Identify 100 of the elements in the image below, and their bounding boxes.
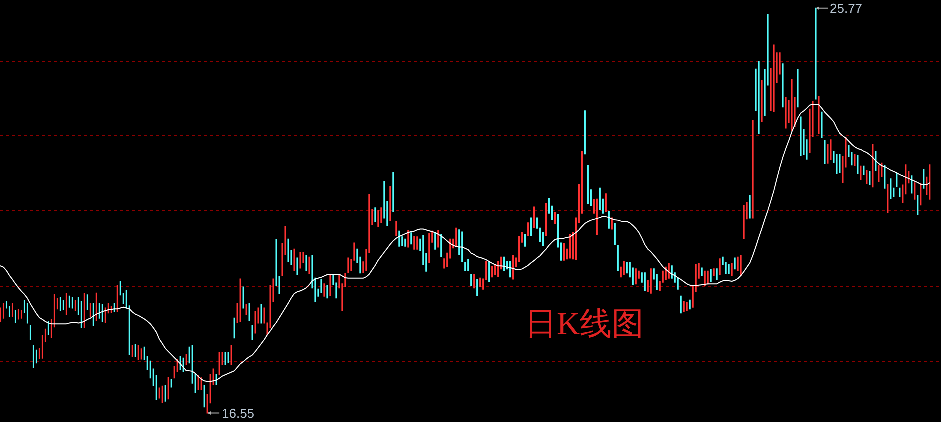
candlestick [204,385,206,408]
candlestick [761,80,763,122]
annotation: 16.55 [222,406,255,421]
candlestick [330,274,332,296]
candlestick [132,346,134,358]
candlestick [494,264,496,276]
candlestick [623,261,625,276]
candlestick [824,140,826,164]
candlestick [504,256,506,271]
candlestick [86,294,88,311]
candlestick [713,268,715,276]
candlestick [308,256,310,275]
candlestick [462,232,464,262]
candlestick [728,264,730,275]
candlestick [428,234,430,264]
candlestick [456,228,458,246]
candlestick [875,151,877,172]
candlestick [470,274,472,286]
candlestick [635,268,637,285]
candlestick [671,266,673,279]
candlestick [719,258,721,276]
candlestick [414,236,416,250]
candlestick [584,110,586,155]
candlestick [608,211,610,229]
candlestick [492,266,494,278]
candlestick [734,258,736,270]
candlestick [246,304,248,316]
candlestick [752,120,754,219]
candlestick [716,268,718,280]
candlestick [72,297,74,309]
candlestick [542,232,544,246]
candlestick [438,230,440,248]
candlestick [854,154,856,166]
candlestick [102,304,104,322]
candlestick [614,223,616,246]
candlestick [704,270,706,286]
candlestick [84,293,86,329]
candlestick [899,188,901,198]
candlestick [104,308,106,324]
candlestick [378,210,380,228]
candlestick [860,166,862,181]
candlestick [62,300,64,311]
candlestick [797,69,799,108]
candlestick [569,234,571,259]
candlestick [800,116,802,156]
candlestick [48,320,50,336]
candlestick [248,303,250,322]
candlestick [683,301,685,312]
candlestick [68,296,70,308]
candlestick [686,302,688,311]
candlestick [689,300,691,310]
candlestick [138,346,140,360]
candlestick [398,230,400,247]
candlestick [392,172,394,212]
candlestick [140,348,142,360]
candlestick [887,184,889,214]
candlestick [749,195,751,219]
candlestick [164,385,166,402]
candlestick [587,165,589,204]
candlestick [320,279,322,293]
candlestick [240,278,242,322]
candlestick [30,325,32,340]
candlestick [650,268,652,294]
candlestick [545,203,548,236]
candlestick [758,60,760,134]
candlestick [300,252,302,269]
candlestick [554,212,556,224]
candlestick [228,352,230,364]
candlestick [36,350,38,364]
candlestick [404,238,406,247]
candlestick [821,112,823,138]
candlestick [911,176,913,194]
candlestick [480,278,482,288]
candlestick [162,386,164,404]
candlestick [878,165,880,182]
candlestick [512,256,514,280]
candlestick [380,208,382,224]
candlestick [596,198,598,236]
candlestick [96,292,98,322]
candlestick [218,352,220,376]
candlestick [20,310,22,319]
candlestick [626,262,628,274]
candlestick [818,96,820,134]
candlestick [60,297,62,311]
candlestick [158,388,160,399]
candlestick [434,232,436,250]
candlestick [288,238,290,262]
candlestick [468,259,470,271]
candlestick [869,171,871,186]
candlestick [348,258,350,274]
candlestick [923,169,925,189]
candlestick [731,263,733,276]
candlestick [18,310,20,320]
candlestick [80,301,82,329]
candlestick [510,261,512,278]
candlestick [617,245,619,271]
candlestick [599,188,601,210]
candlestick [815,8,817,100]
candlestick [605,194,607,212]
candlestick [866,170,868,184]
